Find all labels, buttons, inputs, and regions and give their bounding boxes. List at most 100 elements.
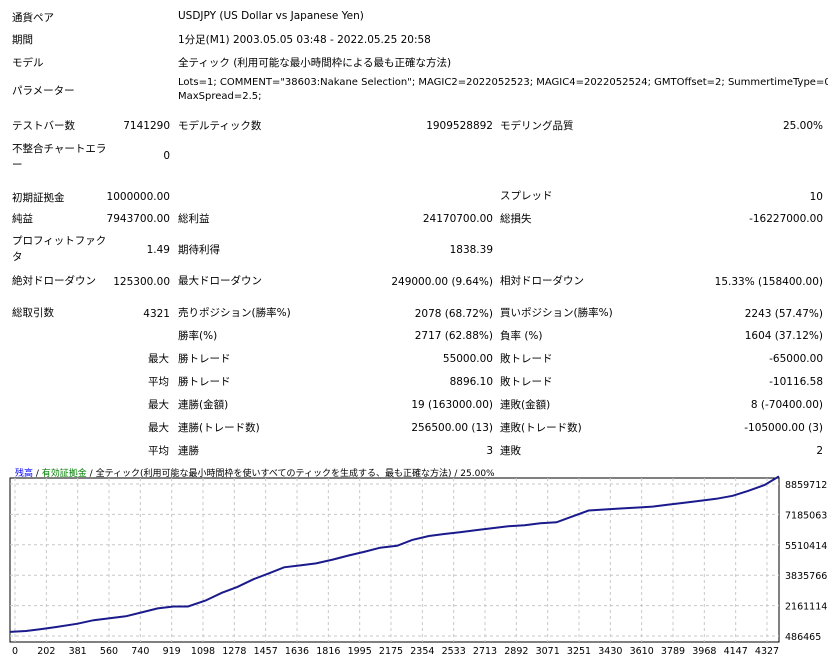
max-cons-wins-value: 19 (163000.00) xyxy=(411,399,493,411)
balance-line xyxy=(9,475,780,633)
x-tick-label: 1457 xyxy=(254,646,278,657)
rel-dd-label: 相対ドローダウン xyxy=(500,275,584,287)
gross-loss-value: -16227000.00 xyxy=(749,213,823,225)
params-line-1: Lots=1; COMMENT="38603:Nakane Selection"… xyxy=(178,77,828,88)
avg-loss-label: 敗トレード xyxy=(500,376,553,388)
max-cons-losses-label: 連敗(金額) xyxy=(500,399,551,411)
abs-dd-label: 絶対ドローダウン xyxy=(12,275,96,287)
largest-loss-label: 敗トレード xyxy=(500,353,553,365)
x-tick-label: 4327 xyxy=(755,646,779,657)
x-tick-label: 381 xyxy=(69,646,87,657)
loss-label: 負率 (%) xyxy=(500,330,543,342)
x-tick-label: 3789 xyxy=(661,646,685,657)
model-label: モデル xyxy=(12,57,44,69)
pf-label-2: タ xyxy=(12,251,23,263)
chart-header-sep: / xyxy=(86,469,96,479)
max-dd-value: 249000.00 (9.64%) xyxy=(391,276,493,288)
avg-cons-losses-value: 2 xyxy=(816,445,823,457)
mismatch-value: 0 xyxy=(163,150,170,162)
ticks-label: モデルティック数 xyxy=(178,120,262,132)
spread-value: 10 xyxy=(809,191,823,203)
mismatch-label-2: ー xyxy=(12,159,23,171)
deposit-value: 1000000.00 xyxy=(106,191,170,203)
gross-loss-label: 総損失 xyxy=(500,213,532,225)
quality-label: モデリング品質 xyxy=(500,120,574,132)
y-tick-label: 8859712 xyxy=(785,480,827,491)
gross-profit-label: 総利益 xyxy=(178,213,210,225)
avg-cons-wins-value: 3 xyxy=(486,445,493,457)
long-label: 買いポジション(勝率%) xyxy=(500,307,613,319)
max-cons-count-prefix: 最大 xyxy=(148,422,169,434)
x-tick-label: 2892 xyxy=(504,646,528,657)
x-tick-label: 2354 xyxy=(410,646,434,657)
x-tick-label: 1098 xyxy=(191,646,215,657)
max-cons-profit-label: 連勝(トレード数) xyxy=(178,422,260,434)
avg-win-label: 勝トレード xyxy=(178,376,231,388)
x-tick-label: 1636 xyxy=(285,646,309,657)
x-tick-label: 0 xyxy=(12,646,18,657)
mismatch-label-1: 不整合チャートエラ xyxy=(12,143,107,155)
payoff-value: 1838.39 xyxy=(449,244,493,256)
net-value: 7943700.00 xyxy=(106,213,170,225)
x-tick-label: 202 xyxy=(37,646,55,657)
equity-legend: 有効証拠金 xyxy=(41,469,87,479)
x-tick-label: 740 xyxy=(131,646,149,657)
long-value: 2243 (57.47%) xyxy=(744,308,823,320)
chart-svg: 8859712 7185063 5510414 3835766 2161114 48646… xyxy=(9,475,827,657)
symbol-label: 通貨ペア xyxy=(12,12,54,24)
chart-header-sep: / xyxy=(451,469,461,479)
spread-label: スプレッド xyxy=(500,190,553,202)
avg-cons-wins-label: 連勝 xyxy=(178,445,199,457)
largest-loss-value: -65000.00 xyxy=(769,353,823,365)
trades-value: 4321 xyxy=(143,308,170,320)
x-tick-label: 919 xyxy=(163,646,181,657)
rel-dd-value: 15.33% (158400.00) xyxy=(714,276,823,288)
bars-label: テストバー数 xyxy=(12,120,75,132)
net-label: 純益 xyxy=(12,213,33,225)
pf-value: 1.49 xyxy=(146,244,170,256)
chart-header: 残高 / 有効証拠金 / 全ティック(利用可能な最小時間枠を使いすべてのティック… xyxy=(15,466,495,479)
y-tick-label: 5510414 xyxy=(785,541,827,552)
x-tick-label: 3430 xyxy=(598,646,622,657)
short-label: 売りポジション(勝率%) xyxy=(178,307,291,319)
gross-profit-value: 24170700.00 xyxy=(422,213,493,225)
params-line-2: MaxSpread=2.5; xyxy=(178,91,262,102)
pf-label-1: プロフィットファク xyxy=(12,235,107,247)
period-value: 1分足(M1) 2003.05.05 03:48 - 2022.05.25 20… xyxy=(178,34,431,46)
x-tick-label: 4147 xyxy=(724,646,748,657)
max-cons-prefix: 最大 xyxy=(148,399,169,411)
period-label: 期間 xyxy=(12,34,33,46)
max-dd-label: 最大ドローダウン xyxy=(178,275,262,287)
largest-win-label: 勝トレード xyxy=(178,353,231,365)
trades-label: 総取引数 xyxy=(12,307,54,319)
y-tick-label: 2161114 xyxy=(785,602,827,613)
avg-cons-losses-label: 連敗 xyxy=(500,445,521,457)
x-tick-label: 3071 xyxy=(536,646,560,657)
x-tick-label: 3251 xyxy=(567,646,591,657)
y-tick-label: 7185063 xyxy=(785,510,827,521)
x-tick-label: 1278 xyxy=(222,646,246,657)
largest-prefix: 最大 xyxy=(148,353,169,365)
max-cons-profit-value: 256500.00 (13) xyxy=(411,422,493,434)
y-tick-label: 3835766 xyxy=(785,571,827,582)
model-desc: 全ティック(利用可能な最小時間枠を使いすべてのティックを生成する、最も正確な方法… xyxy=(95,469,452,479)
max-cons-wins-label: 連勝(金額) xyxy=(178,399,229,411)
x-tick-label: 3610 xyxy=(630,646,654,657)
model-value: 全ティック (利用可能な最小時間枠による最も正確な方法) xyxy=(178,57,452,69)
equity-chart: 残高 / 有効証拠金 / 全ティック(利用可能な最小時間枠を使いすべてのティック… xyxy=(9,462,828,668)
avg-loss-value: -10116.58 xyxy=(769,376,823,388)
chart-header-sep: / xyxy=(33,469,42,479)
x-tick-label: 2713 xyxy=(473,646,497,657)
quality-value: 25.00% xyxy=(782,120,823,132)
plot-frame xyxy=(9,477,780,643)
max-cons-loss-label: 連敗(トレード数) xyxy=(500,422,582,434)
win-label: 勝率(%) xyxy=(178,330,218,342)
max-cons-losses-value: 8 (-70400.00) xyxy=(750,399,823,411)
balance-legend: 残高 xyxy=(15,469,34,479)
largest-win-value: 55000.00 xyxy=(442,353,493,365)
win-value: 2717 (62.88%) xyxy=(414,330,493,342)
avg-win-value: 8896.10 xyxy=(449,376,493,388)
symbol-value: USDJPY (US Dollar vs Japanese Yen) xyxy=(178,10,364,22)
x-tick-label: 2533 xyxy=(442,646,466,657)
abs-dd-value: 125300.00 xyxy=(113,276,170,288)
